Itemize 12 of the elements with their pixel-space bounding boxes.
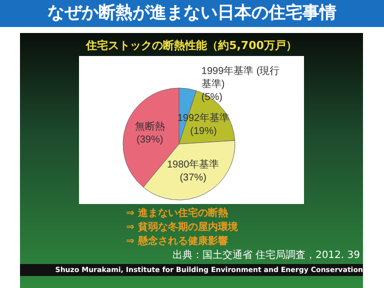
- source-note: 出典：国土交通省 住宅局調査，2012. 39: [172, 250, 360, 262]
- slice-label: 1980年基準: [166, 158, 220, 171]
- slice-label: 無断熱: [134, 120, 165, 132]
- data-label: (37%): [180, 172, 206, 184]
- text: ⇒ 進まない住宅の断熱: [126, 208, 228, 220]
- text: ⇒ 懸念される健康影響: [126, 236, 228, 248]
- chart-subtitle: 住宅ストックの断熱性能（約5,700万戸）: [84, 38, 298, 53]
- chart-title: なぜか断熱が進まない日本の住宅事情: [0, 0, 384, 27]
- data-label: (39%): [136, 134, 164, 146]
- slice-label: 1999年基準 (現行基準): [201, 65, 280, 90]
- data-label: (19%): [190, 126, 217, 137]
- text: ⇒ 貧弱な冬期の屋内環境: [126, 222, 238, 234]
